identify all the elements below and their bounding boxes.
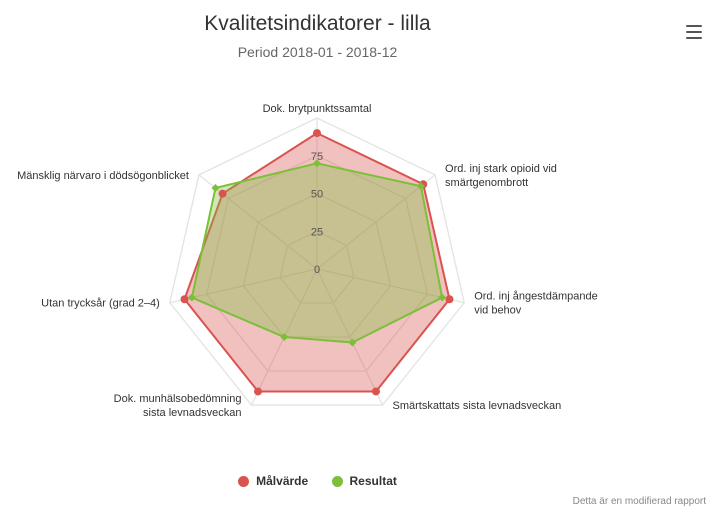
y-tick-label: 0	[314, 264, 320, 276]
legend: Målvärde Resultat	[0, 474, 635, 490]
data-point[interactable]	[371, 387, 380, 396]
grid-ring	[279, 230, 355, 304]
data-point[interactable]	[445, 295, 454, 304]
data-point[interactable]	[187, 293, 196, 302]
credits-text[interactable]: Detta är en modifierad rapport	[572, 496, 706, 507]
y-tick-label: 25	[311, 226, 323, 238]
hamburger-menu-icon[interactable]	[682, 22, 708, 42]
category-label: Utan trycksår (grad 2–4)	[41, 298, 160, 310]
legend-item-resultat[interactable]: Resultat	[331, 474, 397, 488]
data-point[interactable]	[313, 159, 321, 168]
data-point[interactable]	[348, 338, 357, 347]
grid-spoke	[316, 174, 436, 270]
series-area-resultat	[190, 162, 444, 344]
data-point[interactable]	[438, 293, 447, 302]
y-tick-label: 50	[311, 189, 323, 201]
radar-chart: 0 25 50 75 Dok. brytpunktssamtal Ord. inj sta…	[17, 103, 598, 419]
grid-ring	[205, 155, 429, 372]
legend-marker-resultat	[331, 475, 343, 487]
data-point[interactable]	[180, 295, 189, 304]
data-point[interactable]	[416, 182, 425, 191]
category-label: Dok. brytpunktssamtal	[263, 103, 372, 115]
chart-subtitle: Period 2018-01 - 2018-12	[237, 44, 398, 60]
grid-ring	[169, 117, 465, 406]
data-point[interactable]	[280, 333, 289, 342]
category-label: Mänsklig närvaro i dödsögonblicket	[17, 170, 189, 182]
legend-marker-malvarde	[238, 475, 250, 487]
grid-spoke	[316, 268, 384, 406]
legend-label: Resultat	[349, 474, 397, 488]
category-label: Ord. inj stark opioid vid smärtgenombrott	[445, 163, 557, 189]
data-point[interactable]	[211, 184, 220, 193]
category-label: Smärtskattats sista levnadsveckan	[393, 400, 562, 412]
grid-ring	[242, 192, 392, 338]
category-label: Dok. munhälsobedömning sista levnadsvecka…	[114, 393, 242, 419]
chart-title: Kvalitetsindikatorer - lilla	[204, 12, 431, 35]
legend-item-malvarde[interactable]: Målvärde	[238, 474, 308, 488]
data-point[interactable]	[313, 129, 321, 138]
y-tick-label: 75	[311, 151, 323, 163]
legend-label: Målvärde	[256, 474, 309, 488]
category-label: Ord. inj ångestdämpande vid behov	[474, 291, 598, 317]
grid-spoke	[198, 174, 318, 270]
data-point[interactable]	[254, 387, 263, 396]
data-point[interactable]	[218, 189, 227, 198]
